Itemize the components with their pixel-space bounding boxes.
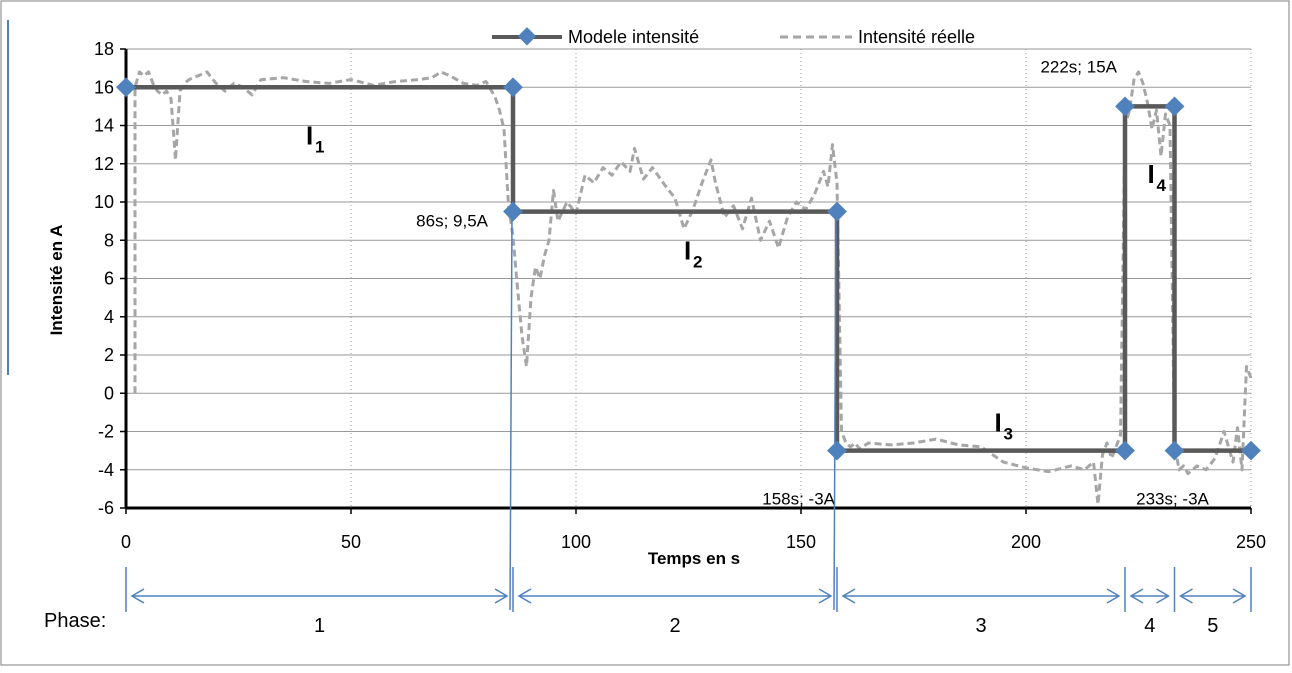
legend: Modele intensité Intensité réelle: [492, 27, 975, 47]
legend-model-label: Modele intensité: [568, 27, 699, 47]
y-tick-label: 12: [94, 154, 114, 174]
x-tick-label: 50: [341, 532, 361, 552]
series-intensite-reelle: [133, 70, 1253, 506]
segment-label-subscript: 3: [1004, 425, 1013, 444]
phase-connector: [833, 211, 837, 611]
series-modele-intensite: [126, 85, 1251, 453]
y-axis-title: Intensité en A: [47, 225, 66, 336]
phase-arrow-head: [1232, 588, 1247, 604]
y-tick-label: -6: [98, 498, 114, 518]
phase-arrow-head: [130, 588, 145, 604]
segment-label-subscript: 4: [1157, 176, 1167, 195]
x-tick-label: 0: [121, 532, 131, 552]
segment-label-subscript: 1: [315, 138, 324, 157]
phase-arrow-head: [841, 588, 856, 604]
phase-arrow-head: [1179, 588, 1193, 604]
segment-label-subscript: 2: [693, 252, 702, 271]
annotations: 86s; 9,5A 158s; -3A 222s; 15A 233s; -3A: [416, 57, 1209, 508]
y-tick-label: 8: [104, 230, 114, 250]
x-tick-label: 100: [561, 532, 591, 552]
model-data-point: [1241, 440, 1261, 461]
point-annotation: 86s; 9,5A: [416, 212, 488, 231]
y-tick-label: 18: [94, 39, 114, 59]
phase-arrow-head: [494, 588, 509, 604]
phase-arrow-head: [517, 588, 532, 604]
phase-label: Phase:: [44, 610, 106, 632]
point-annotation: 158s; -3A: [762, 490, 835, 509]
x-tick-label: 250: [1236, 532, 1266, 552]
phase-row: Phase: 1 2 3 4 5: [44, 211, 1252, 637]
y-tick-label: 0: [104, 383, 114, 403]
segment-label: I: [995, 408, 1002, 438]
legend-model-marker: [517, 27, 537, 46]
x-axis-title: Temps en s: [648, 549, 740, 568]
segment-label: I: [684, 235, 691, 265]
phase-number: 2: [669, 615, 680, 637]
phase-number: 3: [975, 615, 986, 637]
model-markers: [116, 77, 1261, 461]
y-tick-label: 4: [104, 307, 114, 327]
x-tick-label: 150: [786, 532, 816, 552]
model-data-point: [116, 77, 136, 98]
model-data-point: [1115, 96, 1135, 117]
phase-connector: [509, 211, 513, 611]
segment-labels: I 1I 2I 3I 4: [306, 121, 1167, 444]
point-annotation: 233s; -3A: [1136, 490, 1209, 509]
phase-arrow-head: [1106, 588, 1121, 604]
phase-arrow-head: [818, 588, 833, 604]
phase-number: 5: [1207, 615, 1218, 637]
phase-arrow-head: [1129, 588, 1144, 604]
legend-real-label: Intensité réelle: [858, 27, 975, 47]
model-data-point: [827, 440, 847, 461]
point-annotation: 222s; 15A: [1040, 57, 1117, 76]
y-tick-label: -2: [98, 422, 114, 442]
y-tick-label: 2: [104, 345, 114, 365]
y-tick-label: -4: [98, 460, 114, 480]
model-data-point: [1115, 440, 1135, 461]
model-intensity-line: [126, 85, 1251, 453]
model-data-point: [1164, 440, 1185, 461]
phase-number: 1: [314, 615, 325, 637]
phase-arrow-head: [1156, 588, 1170, 604]
y-tick-label: 14: [94, 116, 114, 136]
model-data-point: [1164, 96, 1185, 117]
phase-number: 4: [1144, 615, 1155, 637]
y-tick-label: 6: [104, 269, 114, 289]
x-tick-label: 200: [1011, 532, 1041, 552]
segment-label: I: [306, 121, 313, 151]
y-tick-label: 10: [94, 192, 114, 212]
real-intensity-line: [133, 70, 1253, 506]
segment-label: I: [1148, 159, 1155, 189]
y-tick-label: 16: [94, 77, 114, 97]
